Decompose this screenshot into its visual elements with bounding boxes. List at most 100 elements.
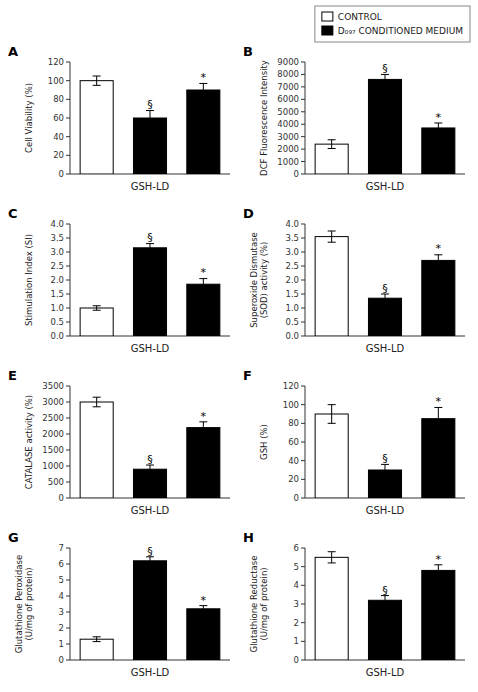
- error-stem: [331, 231, 332, 242]
- y-tick-label: 1000: [42, 461, 64, 471]
- error-cap: [434, 576, 442, 577]
- y-tick: [66, 224, 70, 225]
- x-axis-label: GSH-LD: [366, 181, 405, 192]
- error-stem: [385, 74, 386, 84]
- error-bar: [93, 637, 101, 642]
- error-cap: [93, 310, 101, 311]
- y-axis-label-line: DCF Fluorescence Intensity: [259, 60, 269, 176]
- error-stem: [385, 596, 386, 605]
- y-tick: [66, 118, 70, 119]
- y-tick-label: 0.0: [285, 331, 299, 341]
- error-bar: [199, 83, 207, 96]
- bar: [315, 237, 348, 336]
- y-axis-label-line: CATALASE activity (%): [24, 395, 34, 489]
- marks: [315, 552, 455, 660]
- y-tick: [301, 74, 305, 75]
- legend: CONTROLD₀₉₇ CONDITIONED MEDIUM: [315, 6, 470, 42]
- y-tick: [301, 386, 305, 387]
- error-cap: [328, 139, 336, 140]
- y-tick-label: 2.0: [285, 275, 299, 285]
- annotation: §: [382, 452, 388, 465]
- y-tick: [66, 498, 70, 499]
- y-tick-label: 500: [48, 477, 64, 487]
- error-bar: [381, 74, 389, 84]
- y-tick: [301, 149, 305, 150]
- bar: [133, 469, 166, 498]
- y-tick-label: 20: [288, 474, 299, 484]
- panel: 0500100015002000250030003500CATALASE act…: [8, 368, 230, 516]
- y-tick: [301, 404, 305, 405]
- y-tick-label: 3000: [42, 397, 64, 407]
- y-tick-label: 9000: [277, 57, 299, 67]
- y-tick-label: 0: [59, 655, 64, 665]
- bar: [422, 260, 455, 336]
- bar: [133, 248, 166, 336]
- y-axis-line: [70, 224, 71, 336]
- error-bar: [93, 397, 101, 407]
- y-axis-label: CATALASE activity (%): [24, 395, 34, 489]
- y-tick-label: 0: [294, 169, 299, 179]
- error-bar: [146, 111, 154, 126]
- y-tick: [301, 604, 305, 605]
- y-tick: [66, 174, 70, 175]
- marks: [315, 231, 455, 336]
- y-tick: [301, 322, 305, 323]
- y-tick-label: 4: [294, 580, 299, 590]
- y-tick: [66, 266, 70, 267]
- y-tick: [66, 80, 70, 81]
- marks: [80, 557, 220, 660]
- error-stem: [96, 306, 97, 310]
- error-bar: [328, 552, 336, 563]
- error-cap: [199, 433, 207, 434]
- panel: 0100020003000400050006000700080009000DCF…: [243, 44, 465, 192]
- error-bar: [328, 231, 336, 242]
- bar: [187, 428, 220, 498]
- bar: [315, 557, 348, 660]
- annotation: §: [147, 545, 153, 558]
- y-tick-label: 3.5: [50, 233, 64, 243]
- error-bar: [328, 405, 336, 424]
- error-stem: [331, 140, 332, 149]
- y-tick: [301, 548, 305, 549]
- error-bar: [434, 123, 442, 133]
- y-tick-label: 5: [59, 575, 64, 585]
- y-tick-label: 1.5: [285, 289, 299, 299]
- annotation: *: [436, 242, 442, 255]
- y-tick-label: 3.0: [50, 247, 64, 257]
- y-tick-label: 3.0: [285, 247, 299, 257]
- y-tick: [301, 224, 305, 225]
- y-tick: [301, 566, 305, 567]
- error-cap: [199, 612, 207, 613]
- bar: [80, 81, 113, 174]
- y-tick-label: 6: [294, 543, 299, 553]
- y-axis-label: GSH (%): [259, 424, 269, 460]
- y-tick-label: 2000: [277, 144, 299, 154]
- error-stem: [203, 279, 204, 290]
- x-axis-label: GSH-LD: [131, 667, 170, 678]
- y-axis-line: [70, 62, 71, 174]
- error-stem: [385, 294, 386, 302]
- panel-label: D: [243, 206, 254, 221]
- y-tick-label: 2.0: [50, 275, 64, 285]
- y-tick-label: 0: [59, 169, 64, 179]
- y-axis-label: Glutathione Reductase(U/mg of protein): [249, 556, 269, 653]
- y-tick-label: 6: [59, 559, 64, 569]
- panel-label: G: [8, 530, 19, 545]
- y-tick-label: 3000: [277, 132, 299, 142]
- y-tick: [66, 466, 70, 467]
- annotation: §: [382, 62, 388, 75]
- error-cap: [328, 562, 336, 563]
- error-bar: [199, 279, 207, 290]
- y-tick: [301, 280, 305, 281]
- error-bar: [434, 255, 442, 266]
- error-cap: [381, 604, 389, 605]
- y-tick: [66, 322, 70, 323]
- error-cap: [146, 252, 154, 253]
- y-tick: [301, 460, 305, 461]
- error-bar: [199, 422, 207, 434]
- y-tick: [66, 580, 70, 581]
- y-tick-label: 0.5: [285, 317, 299, 327]
- y-tick-label: 60: [53, 113, 64, 123]
- error-cap: [328, 404, 336, 405]
- y-tick-label: 8000: [277, 69, 299, 79]
